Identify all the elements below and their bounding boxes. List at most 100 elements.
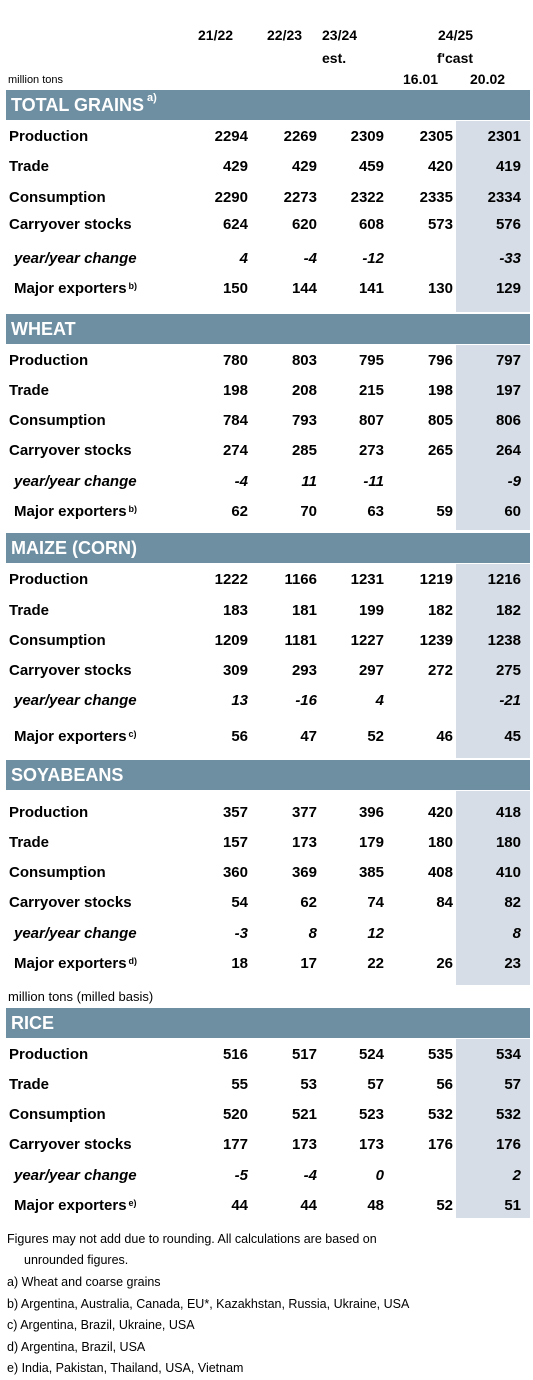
table-cell: 1239 <box>419 632 453 649</box>
table-cell: 215 <box>358 382 384 399</box>
table-cell: -4 <box>303 1167 317 1184</box>
table-cell: 624 <box>222 216 248 233</box>
note-rounding-cont: unrounded figures. <box>24 1253 129 1267</box>
section-header-soyabeans: SOYABEANS <box>6 760 530 790</box>
table-cell: 12 <box>367 925 384 942</box>
row-label-text: year/year change <box>14 473 137 490</box>
footnote-marker: d) <box>128 956 138 966</box>
forecast-column-shade <box>456 121 530 312</box>
table-row: Major exporters c) 56 47 52 46 45 <box>0 728 533 750</box>
table-cell: 57 <box>367 1076 384 1093</box>
table-cell: 410 <box>495 864 521 881</box>
row-label-text: Carryover stocks <box>9 442 132 459</box>
table-cell: 2 <box>512 1167 521 1184</box>
table-cell: 129 <box>495 280 521 297</box>
table-row: Consumption 1209 1181 1227 1239 1238 <box>0 632 533 654</box>
table-cell: 57 <box>504 1076 521 1093</box>
table-cell: 420 <box>427 804 453 821</box>
table-cell: 182 <box>495 602 521 619</box>
table-cell: 11 <box>301 473 317 490</box>
table-cell: 2294 <box>214 128 248 145</box>
table-cell: 2290 <box>214 189 248 206</box>
table-row: Carryover stocks 54 62 74 84 82 <box>0 894 533 916</box>
table-cell: 2305 <box>419 128 453 145</box>
table-cell: 180 <box>495 834 521 851</box>
table-row: Carryover stocks 309 293 297 272 275 <box>0 662 533 684</box>
table-cell: 1238 <box>487 632 521 649</box>
table-cell: 141 <box>358 280 384 297</box>
table-row: Trade 198 208 215 198 197 <box>0 382 533 404</box>
row-label-text: Trade <box>9 1076 50 1093</box>
table-cell: 264 <box>495 442 521 459</box>
table-cell: 419 <box>495 158 521 175</box>
table-row: Major exporters b) 150 144 141 130 129 <box>0 280 533 302</box>
footnote-marker: c) <box>128 729 137 739</box>
table-cell: 70 <box>300 503 317 520</box>
table-cell: 377 <box>291 804 317 821</box>
table-cell: 199 <box>358 602 384 619</box>
table-cell: 2273 <box>283 189 317 206</box>
col-header-2122: 21/22 <box>198 27 234 43</box>
table-cell: -4 <box>234 473 248 490</box>
row-label-text: Consumption <box>9 189 106 206</box>
table-cell: 18 <box>231 955 248 972</box>
table-cell: 2322 <box>350 189 384 206</box>
rice-unit-label: million tons (milled basis) <box>8 989 154 1004</box>
table-row: year/year change -5 -4 0 2 <box>0 1167 533 1189</box>
table-cell: 523 <box>358 1106 384 1123</box>
table-cell: 55 <box>231 1076 248 1093</box>
table-cell: 807 <box>358 412 384 429</box>
table-cell: 44 <box>300 1197 317 1214</box>
unit-label: million tons <box>8 74 64 86</box>
row-label-text: Major exporters <box>14 955 127 972</box>
col-header-forecast: f'cast <box>437 50 474 66</box>
forecast-column-shade <box>456 564 530 758</box>
table-cell: 517 <box>291 1046 317 1063</box>
table-cell: 532 <box>427 1106 453 1123</box>
footnote-b: b) Argentina, Australia, Canada, EU*, Ka… <box>7 1297 410 1311</box>
row-label: Consumption <box>9 632 106 649</box>
col-header-2324: 23/24 <box>322 27 358 43</box>
row-label-text: Carryover stocks <box>9 894 132 911</box>
table-cell: 22 <box>367 955 384 972</box>
row-label: Carryover stocks <box>9 1136 132 1153</box>
table-cell: 429 <box>222 158 248 175</box>
table-cell: 285 <box>291 442 317 459</box>
table-row: year/year change 4 -4 -12 -33 <box>0 250 533 272</box>
table-cell: 1209 <box>214 632 248 649</box>
table-cell: 369 <box>291 864 317 881</box>
table-cell: 179 <box>358 834 384 851</box>
table-cell: 1181 <box>284 632 317 649</box>
row-label-text: year/year change <box>14 692 137 709</box>
table-cell: 180 <box>427 834 453 851</box>
table-cell: 150 <box>222 280 248 297</box>
table-cell: 524 <box>358 1046 384 1063</box>
row-label-text: Carryover stocks <box>9 662 132 679</box>
table-cell: 173 <box>291 1136 317 1153</box>
table-cell: 84 <box>436 894 453 911</box>
table-cell: 59 <box>436 503 453 520</box>
table-cell: -16 <box>295 692 317 709</box>
row-label: Production <box>9 804 88 821</box>
table-row: Consumption 2290 2273 2322 2335 2334 <box>0 189 533 211</box>
section-title: WHEAT <box>11 319 76 339</box>
footnote-a: a) Wheat and coarse grains <box>7 1275 161 1289</box>
table-cell: 8 <box>512 925 521 942</box>
table-cell: 173 <box>291 834 317 851</box>
row-label: year/year change <box>14 692 137 709</box>
row-label-text: Production <box>9 1046 89 1063</box>
table-cell: -5 <box>234 1167 248 1184</box>
table-cell: 357 <box>222 804 248 821</box>
table-cell: 182 <box>427 602 453 619</box>
table-cell: 2335 <box>419 189 453 206</box>
table-cell: 74 <box>367 894 384 911</box>
table-cell: 176 <box>495 1136 521 1153</box>
section-header-maize-corn: MAIZE (CORN) <box>6 533 530 563</box>
table-cell: 272 <box>427 662 453 679</box>
table-row: Trade 429 429 459 420 419 <box>0 158 533 180</box>
table-cell: 26 <box>436 955 453 972</box>
row-label: Production <box>9 571 88 588</box>
table-cell: 1227 <box>350 632 384 649</box>
row-label: Major exporters b) <box>14 503 137 520</box>
row-label: Major exporters b) <box>14 280 137 297</box>
